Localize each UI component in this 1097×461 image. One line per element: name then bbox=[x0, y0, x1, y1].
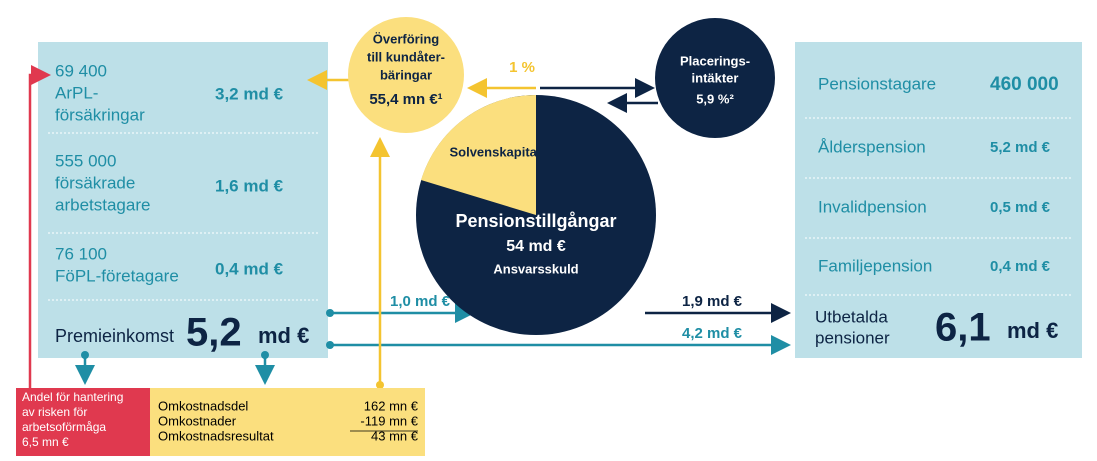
left-panel bbox=[38, 42, 328, 358]
row-amount: 3,2 md € bbox=[215, 84, 284, 103]
total-label: Premieinkomst bbox=[55, 326, 174, 346]
total-unit: md € bbox=[258, 323, 309, 348]
risk-text: av risken för bbox=[22, 405, 87, 419]
row-text: FöPL-företagare bbox=[55, 266, 179, 285]
circle-text: Placerings- bbox=[680, 53, 750, 68]
row-text: 69 400 bbox=[55, 61, 107, 80]
total-label: pensioner bbox=[815, 328, 890, 347]
row-label: Familjepension bbox=[818, 256, 932, 275]
row-label: Pensionstagare bbox=[818, 74, 936, 93]
cost-value: 43 mn € bbox=[371, 428, 419, 443]
circle-text: till kundåter- bbox=[367, 49, 445, 64]
row-value: 0,4 md € bbox=[990, 258, 1051, 275]
row-text: 76 100 bbox=[55, 244, 107, 263]
circle-text: Överföring bbox=[373, 31, 440, 46]
risk-text: 6,5 mn € bbox=[22, 435, 69, 449]
row-value: 0,5 md € bbox=[990, 199, 1051, 216]
circle-text: bäringar bbox=[380, 67, 432, 82]
flow-label: 4,2 md € bbox=[682, 325, 743, 342]
row-value: 460 000 bbox=[990, 74, 1059, 95]
pie-subtitle: Ansvarsskuld bbox=[493, 261, 578, 276]
pie-value: 54 md € bbox=[506, 238, 566, 255]
row-label: Ålderspension bbox=[818, 137, 926, 156]
flow-label: 1 % bbox=[509, 59, 535, 76]
row-value: 5,2 md € bbox=[990, 139, 1051, 156]
flow-label: 1,9 md € bbox=[682, 293, 743, 310]
total-label: Utbetalda bbox=[815, 307, 888, 326]
total-unit: md € bbox=[1007, 318, 1058, 343]
row-text: försäkrade bbox=[55, 173, 135, 192]
flow-label: 1,0 md € bbox=[390, 293, 451, 310]
risk-text: arbetsoförmåga bbox=[22, 420, 106, 434]
circle-text: intäkter bbox=[692, 70, 739, 85]
cost-label: Omkostnadsdel bbox=[158, 398, 248, 413]
row-amount: 1,6 md € bbox=[215, 176, 284, 195]
arrows bbox=[28, 65, 791, 389]
cost-value: 162 mn € bbox=[364, 398, 419, 413]
row-label: Invalidpension bbox=[818, 197, 927, 216]
risk-text: Andel för hantering bbox=[22, 390, 123, 404]
pie-slice bbox=[421, 94, 536, 215]
row-text: försäkringar bbox=[55, 105, 145, 124]
row-text: 555 000 bbox=[55, 151, 116, 170]
row-amount: 0,4 md € bbox=[215, 259, 284, 278]
investment-circle bbox=[655, 18, 775, 138]
separators bbox=[48, 117, 1072, 301]
cost-label: Omkostnader bbox=[158, 413, 237, 428]
cost-label: Omkostnadsresultat bbox=[158, 428, 274, 443]
cost-box bbox=[150, 388, 425, 456]
cost-value: -119 mn € bbox=[360, 413, 418, 428]
pie-slice-label: Solvenskapital bbox=[449, 144, 540, 159]
transfer-circle bbox=[348, 17, 464, 133]
risk-box bbox=[16, 388, 150, 456]
row-text: ArPL- bbox=[55, 83, 98, 102]
row-text: arbetstagare bbox=[55, 195, 150, 214]
circle-text: 5,9 %² bbox=[696, 91, 734, 106]
total-value: 5,2 bbox=[186, 311, 242, 355]
right-panel bbox=[795, 42, 1082, 358]
circle-text: 55,4 mn €¹ bbox=[369, 91, 442, 108]
total-value: 6,1 bbox=[935, 306, 991, 350]
pie-title: Pensionstillgångar bbox=[455, 211, 616, 231]
